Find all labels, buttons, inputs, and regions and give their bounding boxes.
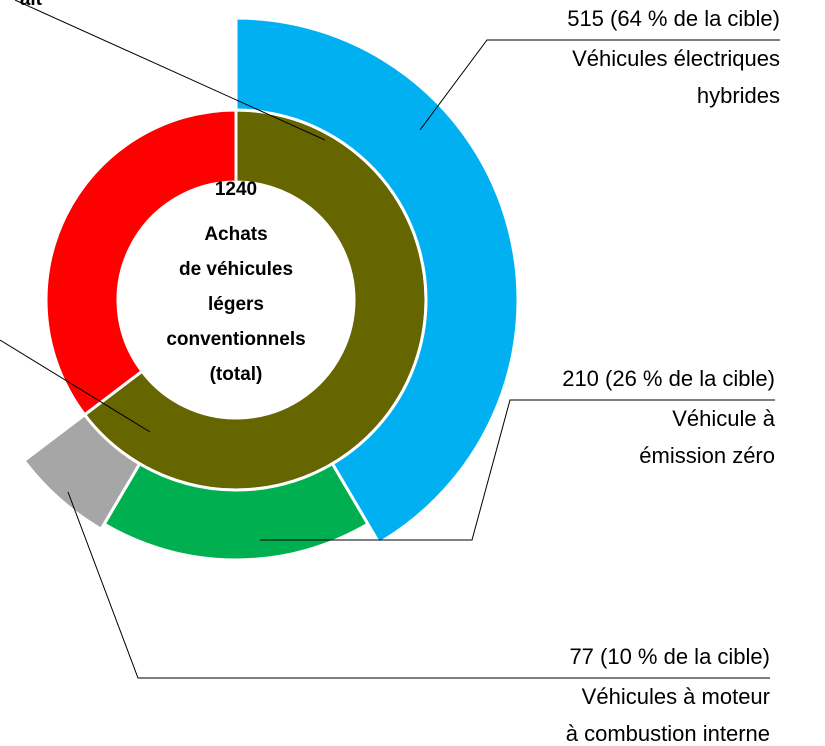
leader-line bbox=[67, 491, 770, 679]
value-label: 77 (10 % de la cible) bbox=[569, 644, 770, 669]
inner-label: ait bbox=[20, 0, 43, 10]
inner-slice bbox=[44, 108, 238, 417]
outer-slice bbox=[234, 16, 520, 546]
value-label: 210 (26 % de la cible) bbox=[562, 366, 775, 391]
leader-line bbox=[14, 0, 326, 141]
leader-line bbox=[0, 339, 151, 433]
series-name: Véhicules à moteur bbox=[582, 684, 770, 709]
series-name: à combustion interne bbox=[566, 721, 770, 746]
rings bbox=[21, 16, 520, 562]
center-label: de véhicules bbox=[179, 259, 293, 280]
leader-line bbox=[419, 39, 780, 131]
series-name: Véhicules électriques bbox=[572, 46, 780, 71]
center-label: (total) bbox=[210, 364, 263, 385]
center-label: légers bbox=[208, 294, 264, 315]
outer-slice bbox=[21, 412, 142, 532]
center-value: 1240 bbox=[215, 179, 257, 200]
center-label: Achats bbox=[204, 224, 267, 245]
value-label: 515 (64 % de la cible) bbox=[567, 6, 780, 31]
series-name: Véhicule à bbox=[672, 406, 776, 431]
series-name: émission zéro bbox=[639, 443, 775, 468]
leader-line bbox=[260, 399, 775, 541]
center-label: conventionnels bbox=[166, 329, 305, 350]
series-name: hybrides bbox=[697, 83, 780, 108]
